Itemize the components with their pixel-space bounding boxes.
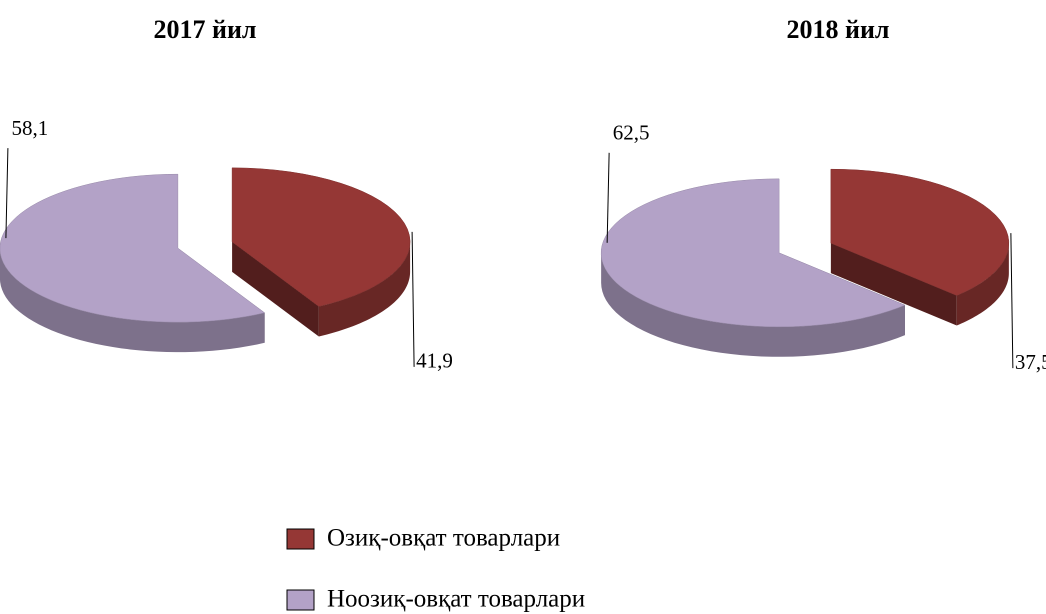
leader-line <box>606 152 610 243</box>
slice <box>231 167 411 307</box>
slice <box>600 178 906 328</box>
data-label: 37,5 <box>1015 350 1046 374</box>
slice-side <box>956 243 1009 326</box>
slice <box>830 168 1010 296</box>
chart-title: 2018 йил <box>786 15 889 44</box>
slice-side <box>318 241 411 337</box>
slice <box>0 173 266 323</box>
legend-label: Ноозиқ-овқат товарлари <box>327 586 585 613</box>
data-label: 41,9 <box>416 349 453 373</box>
slice-side <box>0 249 265 353</box>
slice-side <box>601 252 905 357</box>
leader-line <box>411 231 415 367</box>
legend-swatch <box>286 589 315 611</box>
slice-edge <box>232 241 319 337</box>
data-label: 62,5 <box>613 121 650 145</box>
slice-edge <box>830 243 957 326</box>
legend-label: Озиқ-овқат товарлари <box>327 525 560 552</box>
legend-swatch <box>286 528 315 550</box>
leader-line <box>1010 233 1014 369</box>
chart-title: 2017 йил <box>153 15 256 44</box>
data-label: 58,1 <box>12 116 49 140</box>
leader-line <box>5 148 9 239</box>
